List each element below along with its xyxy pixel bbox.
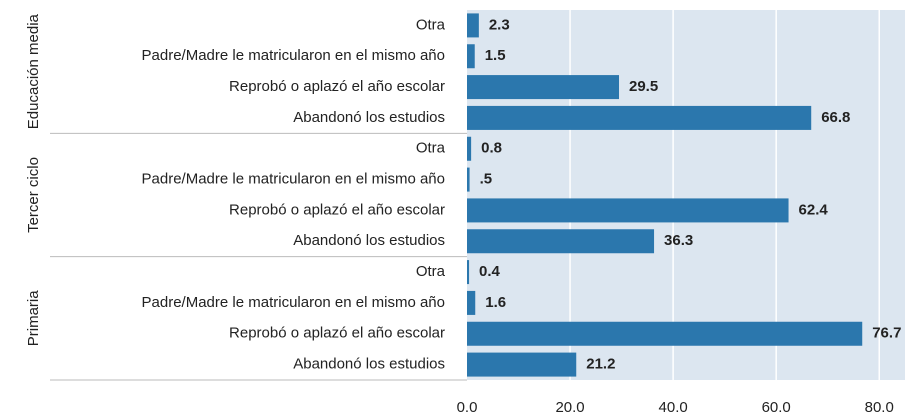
- value-label: 2.3: [489, 16, 510, 33]
- category-label: Reprobó o aplazó el año escolar: [229, 78, 445, 95]
- bar: [467, 136, 472, 161]
- bar: [467, 75, 620, 100]
- bar: [467, 352, 577, 377]
- category-label: Padre/Madre le matricularon en el mismo …: [142, 171, 445, 188]
- group-label: Educación media: [25, 13, 42, 129]
- bar: [467, 167, 470, 192]
- bar: [467, 321, 863, 346]
- value-label: 29.5: [629, 78, 658, 95]
- category-label: Otra: [416, 140, 446, 157]
- bar: [467, 290, 476, 315]
- bar: [467, 13, 479, 38]
- bar: [467, 44, 475, 69]
- category-label: Padre/Madre le matricularon en el mismo …: [142, 294, 445, 311]
- category-label: Reprobó o aplazó el año escolar: [229, 201, 445, 218]
- value-label: 76.7: [872, 325, 901, 342]
- bar: [467, 260, 470, 285]
- bar: [467, 229, 655, 254]
- category-label: Otra: [416, 16, 446, 33]
- value-label: 1.5: [485, 47, 506, 64]
- category-label: Abandonó los estudios: [293, 232, 445, 249]
- category-label: Reprobó o aplazó el año escolar: [229, 325, 445, 342]
- group-label: Tercer ciclo: [25, 157, 42, 233]
- x-tick-label: 80.0: [865, 399, 894, 416]
- x-tick-label: 20.0: [555, 399, 584, 416]
- x-tick-label: 60.0: [762, 399, 791, 416]
- plot-background: [467, 10, 905, 380]
- x-tick-label: 0.0: [457, 399, 478, 416]
- value-label: 0.8: [481, 140, 502, 157]
- value-label: 36.3: [664, 232, 693, 249]
- value-label: 62.4: [799, 201, 829, 218]
- bar: [467, 105, 812, 130]
- bar: [467, 198, 789, 223]
- value-label: 0.4: [479, 263, 501, 280]
- value-label: 21.2: [586, 356, 615, 373]
- value-label: 66.8: [821, 109, 850, 126]
- x-tick-label: 40.0: [659, 399, 688, 416]
- value-label: 1.6: [485, 294, 506, 311]
- value-label: .5: [480, 171, 493, 188]
- category-label: Padre/Madre le matricularon en el mismo …: [142, 47, 445, 64]
- category-label: Abandonó los estudios: [293, 356, 445, 373]
- group-label: Primaria: [25, 290, 42, 346]
- category-label: Otra: [416, 263, 446, 280]
- category-label: Abandonó los estudios: [293, 109, 445, 126]
